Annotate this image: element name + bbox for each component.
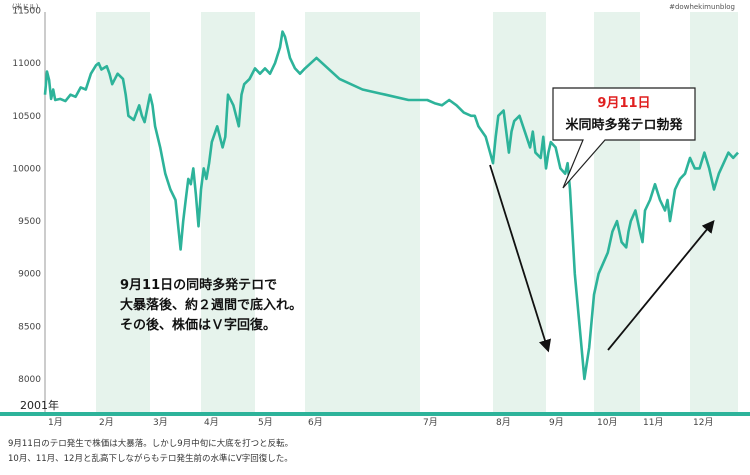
month-band (690, 12, 738, 412)
x-tick-label: 6月 (308, 417, 323, 428)
callout-body: 米同時多発テロ勃発 (565, 117, 683, 133)
y-tick-label: 8000 (18, 375, 41, 385)
year-label: 2001年 (20, 398, 59, 412)
x-tick-label: 9月 (549, 417, 564, 428)
y-axis-title: (米ドル) (12, 2, 39, 11)
x-tick-label: 7月 (423, 417, 438, 428)
y-tick-label: 11500 (12, 7, 41, 17)
annotation-line: その後、株価はＶ字回復。 (120, 317, 276, 333)
caption-line-2: 10月、11月、12月と乱高下しながらもテロ発生前の水準にV字回復した。 (8, 454, 293, 464)
annotation-line: 9月11日の同時多発テロで (120, 277, 277, 293)
callout-bubble (552, 87, 696, 189)
trend-arrows (489, 164, 715, 353)
month-bands (96, 12, 738, 412)
month-band (201, 12, 255, 412)
y-tick-label: 10000 (12, 164, 41, 174)
y-axis: 8000 8500 9000 9500 10000 10500 11000 11500 (12, 7, 46, 412)
x-axis: 1月 2月 3月 4月 5月 6月 7月 8月 9月 10月 11月 12月 (0, 412, 750, 428)
month-band (96, 12, 150, 412)
caption-line-1: 9月11日のテロ発生で株価は大暴落。しかし9月中旬に大底を打つと反転。 (8, 439, 294, 449)
callout-title: 9月11日 (597, 96, 650, 111)
y-tick-label: 9500 (18, 217, 41, 227)
x-axis-bar (0, 412, 750, 416)
series-line (43, 30, 420, 251)
month-band (305, 12, 420, 412)
x-tick-label: 5月 (258, 417, 273, 428)
series-line (420, 98, 739, 381)
x-tick-label: 4月 (204, 417, 219, 428)
y-tick-label: 9000 (18, 270, 41, 280)
price-line (43, 30, 739, 381)
x-tick-label: 2月 (99, 417, 114, 428)
annotation-line: 大暴落後、約２週間で底入れ。 (120, 297, 302, 313)
x-tick-label: 11月 (643, 417, 663, 428)
down-arrow (489, 164, 551, 353)
y-tick-label: 8500 (18, 322, 41, 332)
x-tick-label: 3月 (153, 417, 168, 428)
y-tick-label: 10500 (12, 112, 41, 122)
y-tick-label: 11000 (12, 59, 41, 69)
x-tick-label: 8月 (496, 417, 511, 428)
callout-box: 9月11日 米同時多発テロ勃発 (552, 87, 696, 189)
month-band (594, 12, 640, 412)
x-tick-label: 10月 (597, 417, 617, 428)
credit-text: #dowhekimunblog (669, 3, 735, 11)
month-band (493, 12, 546, 412)
x-tick-label: 12月 (693, 417, 713, 428)
up-arrow (607, 220, 715, 351)
x-tick-label: 1月 (48, 417, 63, 428)
